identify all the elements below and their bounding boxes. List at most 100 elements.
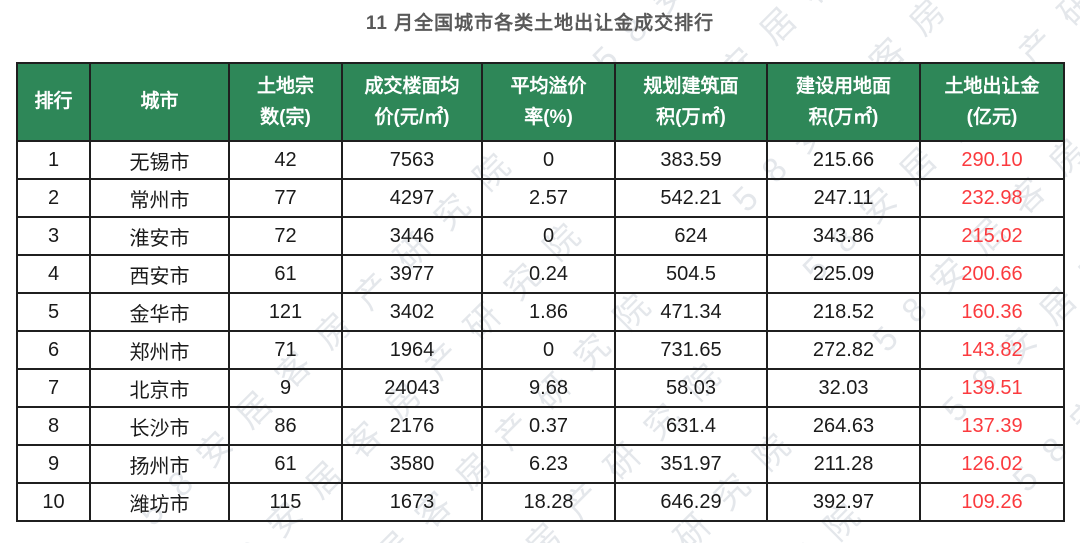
table-row: 3 淮安市 72 3446 0 624 343.86 215.02 — [16, 216, 1065, 256]
cell-land_transfer_fee: 160.36 — [919, 292, 1065, 332]
cell-planned_building_area: 631.4 — [614, 406, 768, 446]
table-row: 10 潍坊市 115 1673 18.28 646.29 392.97 109.26 — [16, 482, 1065, 522]
cell-planned_building_area: 351.97 — [614, 444, 768, 484]
column-header-city: 城市 — [89, 62, 230, 142]
cell-avg_floor_price: 7563 — [341, 140, 483, 180]
cell-planned_building_area: 624 — [614, 216, 768, 256]
column-header-land_transfer_fee: 土地出让金 (亿元) — [919, 62, 1065, 142]
cell-rank: 6 — [16, 330, 91, 370]
column-header-avg_floor_price: 成交楼面均 价(元/㎡) — [341, 62, 483, 142]
cell-avg_premium_rate: 18.28 — [481, 482, 616, 522]
cell-avg_premium_rate: 0 — [481, 330, 616, 370]
cell-avg_floor_price: 1673 — [341, 482, 483, 522]
cell-avg_floor_price: 3580 — [341, 444, 483, 484]
cell-construction_land_area: 264.63 — [766, 406, 921, 446]
cell-planned_building_area: 646.29 — [614, 482, 768, 522]
cell-rank: 1 — [16, 140, 91, 180]
table-row: 5 金华市 121 3402 1.86 471.34 218.52 160.36 — [16, 292, 1065, 332]
cell-planned_building_area: 471.34 — [614, 292, 768, 332]
cell-city: 无锡市 — [89, 140, 230, 180]
cell-land_transfer_fee: 290.10 — [919, 140, 1065, 180]
cell-avg_premium_rate: 2.57 — [481, 178, 616, 218]
table-body: 1 无锡市 42 7563 0 383.59 215.66 290.10 2 常州市 77 4297 2… — [16, 140, 1065, 522]
cell-avg_floor_price: 4297 — [341, 178, 483, 218]
cell-avg_floor_price: 24043 — [341, 368, 483, 408]
cell-avg_premium_rate: 9.68 — [481, 368, 616, 408]
cell-construction_land_area: 218.52 — [766, 292, 921, 332]
table-row: 4 西安市 61 3977 0.24 504.5 225.09 200.66 — [16, 254, 1065, 294]
column-header-parcels: 土地宗 数(宗) — [228, 62, 343, 142]
cell-construction_land_area: 215.66 — [766, 140, 921, 180]
table-header-row: 排行 城市 土地宗 数(宗) 成交楼面均 价(元/㎡) 平均溢价 率(%) 规划建筑面 积… — [16, 62, 1065, 142]
cell-rank: 3 — [16, 216, 91, 256]
table-row: 2 常州市 77 4297 2.57 542.21 247.11 232.98 — [16, 178, 1065, 218]
cell-parcels: 71 — [228, 330, 343, 370]
cell-rank: 2 — [16, 178, 91, 218]
cell-parcels: 77 — [228, 178, 343, 218]
cell-construction_land_area: 343.86 — [766, 216, 921, 256]
cell-land_transfer_fee: 215.02 — [919, 216, 1065, 256]
cell-rank: 4 — [16, 254, 91, 294]
cell-land_transfer_fee: 109.26 — [919, 482, 1065, 522]
column-header-construction_land_area: 建设用地面 积(万㎡) — [766, 62, 921, 142]
cell-avg_floor_price: 3446 — [341, 216, 483, 256]
cell-rank: 5 — [16, 292, 91, 332]
table-row: 6 郑州市 71 1964 0 731.65 272.82 143.82 — [16, 330, 1065, 370]
column-header-planned_building_area: 规划建筑面 积(万㎡) — [614, 62, 768, 142]
cell-land_transfer_fee: 200.66 — [919, 254, 1065, 294]
cell-construction_land_area: 247.11 — [766, 178, 921, 218]
cell-avg_premium_rate: 0 — [481, 216, 616, 256]
cell-avg_premium_rate: 0.37 — [481, 406, 616, 446]
table-row: 9 扬州市 61 3580 6.23 351.97 211.28 126.02 — [16, 444, 1065, 484]
cell-avg_premium_rate: 0.24 — [481, 254, 616, 294]
cell-city: 西安市 — [89, 254, 230, 294]
cell-parcels: 115 — [228, 482, 343, 522]
cell-rank: 9 — [16, 444, 91, 484]
cell-construction_land_area: 211.28 — [766, 444, 921, 484]
cell-city: 潍坊市 — [89, 482, 230, 522]
cell-planned_building_area: 383.59 — [614, 140, 768, 180]
cell-avg_floor_price: 3977 — [341, 254, 483, 294]
table-row: 7 北京市 9 24043 9.68 58.03 32.03 139.51 — [16, 368, 1065, 408]
cell-avg_premium_rate: 0 — [481, 140, 616, 180]
cell-avg_floor_price: 2176 — [341, 406, 483, 446]
cell-parcels: 121 — [228, 292, 343, 332]
cell-avg_floor_price: 3402 — [341, 292, 483, 332]
cell-planned_building_area: 504.5 — [614, 254, 768, 294]
cell-city: 扬州市 — [89, 444, 230, 484]
cell-parcels: 9 — [228, 368, 343, 408]
column-header-rank: 排行 — [16, 62, 91, 142]
cell-land_transfer_fee: 137.39 — [919, 406, 1065, 446]
cell-parcels: 86 — [228, 406, 343, 446]
table-header: 排行 城市 土地宗 数(宗) 成交楼面均 价(元/㎡) 平均溢价 率(%) 规划建筑面 积… — [16, 62, 1065, 142]
cell-city: 淮安市 — [89, 216, 230, 256]
cell-construction_land_area: 225.09 — [766, 254, 921, 294]
cell-city: 常州市 — [89, 178, 230, 218]
cell-construction_land_area: 392.97 — [766, 482, 921, 522]
cell-rank: 10 — [16, 482, 91, 522]
cell-city: 郑州市 — [89, 330, 230, 370]
cell-planned_building_area: 731.65 — [614, 330, 768, 370]
cell-planned_building_area: 58.03 — [614, 368, 768, 408]
cell-construction_land_area: 32.03 — [766, 368, 921, 408]
cell-rank: 7 — [16, 368, 91, 408]
table-row: 1 无锡市 42 7563 0 383.59 215.66 290.10 — [16, 140, 1065, 180]
cell-land_transfer_fee: 139.51 — [919, 368, 1065, 408]
cell-parcels: 61 — [228, 254, 343, 294]
cell-city: 长沙市 — [89, 406, 230, 446]
cell-land_transfer_fee: 126.02 — [919, 444, 1065, 484]
page-title: 11 月全国城市各类土地出让金成交排行 — [365, 13, 715, 34]
cell-city: 金华市 — [89, 292, 230, 332]
cell-avg_floor_price: 1964 — [341, 330, 483, 370]
cell-parcels: 72 — [228, 216, 343, 256]
table-row: 8 长沙市 86 2176 0.37 631.4 264.63 137.39 — [16, 406, 1065, 446]
cell-parcels: 61 — [228, 444, 343, 484]
cell-avg_premium_rate: 1.86 — [481, 292, 616, 332]
cell-avg_premium_rate: 6.23 — [481, 444, 616, 484]
cell-parcels: 42 — [228, 140, 343, 180]
land-ranking-table: 排行 城市 土地宗 数(宗) 成交楼面均 价(元/㎡) 平均溢价 率(%) 规划建筑面 积… — [16, 62, 1065, 522]
column-header-avg_premium_rate: 平均溢价 率(%) — [481, 62, 616, 142]
cell-land_transfer_fee: 232.98 — [919, 178, 1065, 218]
cell-rank: 8 — [16, 406, 91, 446]
